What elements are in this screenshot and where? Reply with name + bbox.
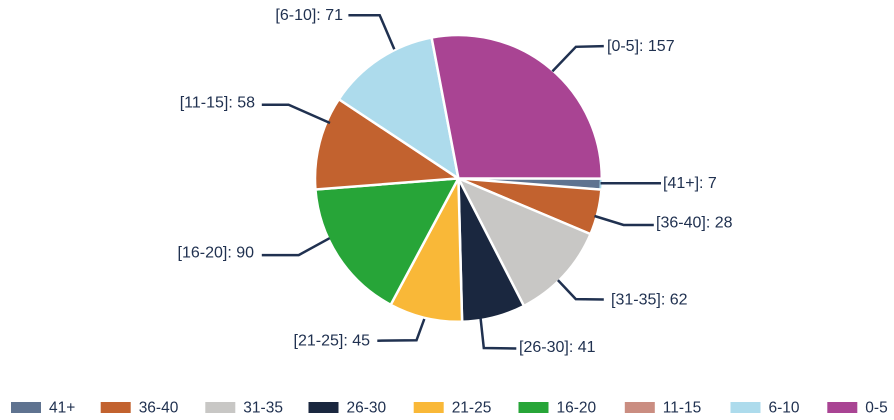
svg-text:[0-5]: 157: [0-5]: 157 <box>607 38 675 55</box>
svg-text:0-5: 0-5 <box>865 400 887 417</box>
svg-text:31-35: 31-35 <box>243 400 283 417</box>
svg-text:[16-20]: 90: [16-20]: 90 <box>178 245 255 262</box>
svg-text:41+: 41+ <box>49 400 75 417</box>
svg-text:[6-10]: 71: [6-10]: 71 <box>275 7 343 24</box>
svg-text:[21-25]: 45: [21-25]: 45 <box>294 333 371 350</box>
svg-text:[26-30]: 41: [26-30]: 41 <box>519 339 596 356</box>
svg-text:36-40: 36-40 <box>139 400 179 417</box>
svg-text:[36-40]: 28: [36-40]: 28 <box>656 215 733 232</box>
svg-text:[31-35]: 62: [31-35]: 62 <box>611 292 688 309</box>
svg-text:11-15: 11-15 <box>663 400 702 417</box>
svg-text:6-10: 6-10 <box>769 400 800 417</box>
svg-text:[41+]: 7: [41+]: 7 <box>663 175 717 192</box>
svg-text:[11-15]: 58: [11-15]: 58 <box>180 95 255 112</box>
svg-text:16-20: 16-20 <box>557 400 597 417</box>
svg-text:21-25: 21-25 <box>452 400 492 417</box>
svg-text:26-30: 26-30 <box>347 400 387 417</box>
